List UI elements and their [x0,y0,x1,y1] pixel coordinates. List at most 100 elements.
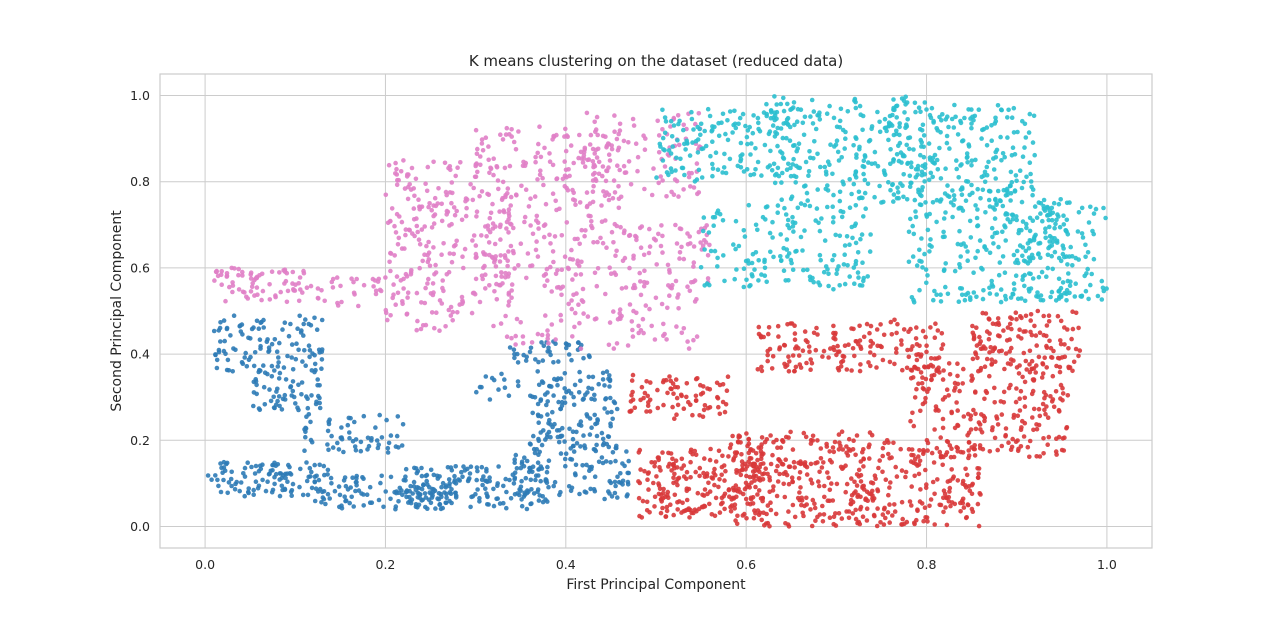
data-point [1024,225,1029,231]
data-point [472,174,478,180]
data-point [419,486,425,492]
data-point [942,491,948,497]
data-point [1018,388,1024,394]
data-point [984,356,990,362]
data-point [1019,199,1025,205]
data-point [506,249,511,254]
data-point [929,373,935,379]
data-point [798,107,804,112]
data-point [741,284,747,290]
data-point [254,285,260,290]
data-point [826,355,831,360]
data-point [228,333,233,338]
data-point [397,214,402,219]
data-point [493,264,499,269]
x-tick-label: 0.8 [917,557,937,572]
data-point [756,126,761,132]
data-point [591,164,596,170]
data-point [978,427,983,432]
data-point [853,203,859,208]
data-point [926,141,932,146]
data-point [691,264,696,269]
data-point [585,414,590,419]
data-point [1015,296,1021,302]
data-point [761,471,767,476]
data-point [219,282,224,288]
data-point [937,199,943,204]
data-point [791,173,797,179]
data-point [515,360,521,365]
data-point [808,477,814,483]
data-point [951,125,957,130]
data-point [674,395,680,401]
data-point [551,483,556,489]
data-point [504,489,509,495]
data-point [990,234,995,240]
data-point [1031,406,1037,412]
data-point [909,180,914,186]
data-point [508,243,514,249]
data-point [847,274,852,279]
data-point [403,232,408,238]
data-point [1022,283,1027,289]
data-point [938,299,944,304]
data-point [309,393,314,398]
data-point [856,467,862,473]
data-point [913,366,919,371]
data-point [748,497,754,502]
data-point [485,502,490,507]
data-point [696,111,702,116]
data-point [553,337,558,342]
data-point [834,271,839,277]
data-point [808,155,813,161]
data-point [920,122,926,128]
data-point [582,164,588,169]
data-point [637,270,642,276]
data-point [249,464,254,470]
data-point [533,154,538,160]
data-point [891,132,897,138]
y-tick-labels: 0.00.20.40.60.81.0 [130,88,150,534]
data-point [409,165,415,171]
data-point [978,346,984,352]
data-point [982,245,987,250]
data-point [528,263,533,269]
data-point [519,183,524,189]
data-point [395,414,401,419]
data-point [1012,152,1018,157]
data-point [784,472,790,478]
data-point [844,444,849,449]
data-point [893,464,898,470]
data-point [904,519,910,525]
data-point [792,514,798,520]
data-point [600,240,606,246]
data-point [944,439,950,444]
data-point [1067,200,1072,205]
data-point [570,429,576,435]
data-point [656,133,662,138]
data-point [674,241,680,246]
data-point [352,292,357,297]
data-point [872,194,877,200]
data-point [1041,451,1046,456]
data-point [759,368,765,374]
data-point [652,504,657,509]
data-point [336,447,342,452]
data-point [655,387,660,393]
data-point [966,448,971,453]
data-point [824,172,829,177]
data-points [205,94,1109,529]
data-point [847,177,852,182]
data-point [938,502,944,508]
data-point [1053,221,1058,227]
data-point [656,231,661,237]
data-point [973,389,978,395]
data-point [867,456,872,461]
data-point [786,354,791,360]
data-point [748,447,754,452]
data-point [1031,427,1036,433]
data-point [894,350,899,355]
data-point [573,202,578,207]
data-point [236,272,241,278]
data-point [728,509,734,514]
